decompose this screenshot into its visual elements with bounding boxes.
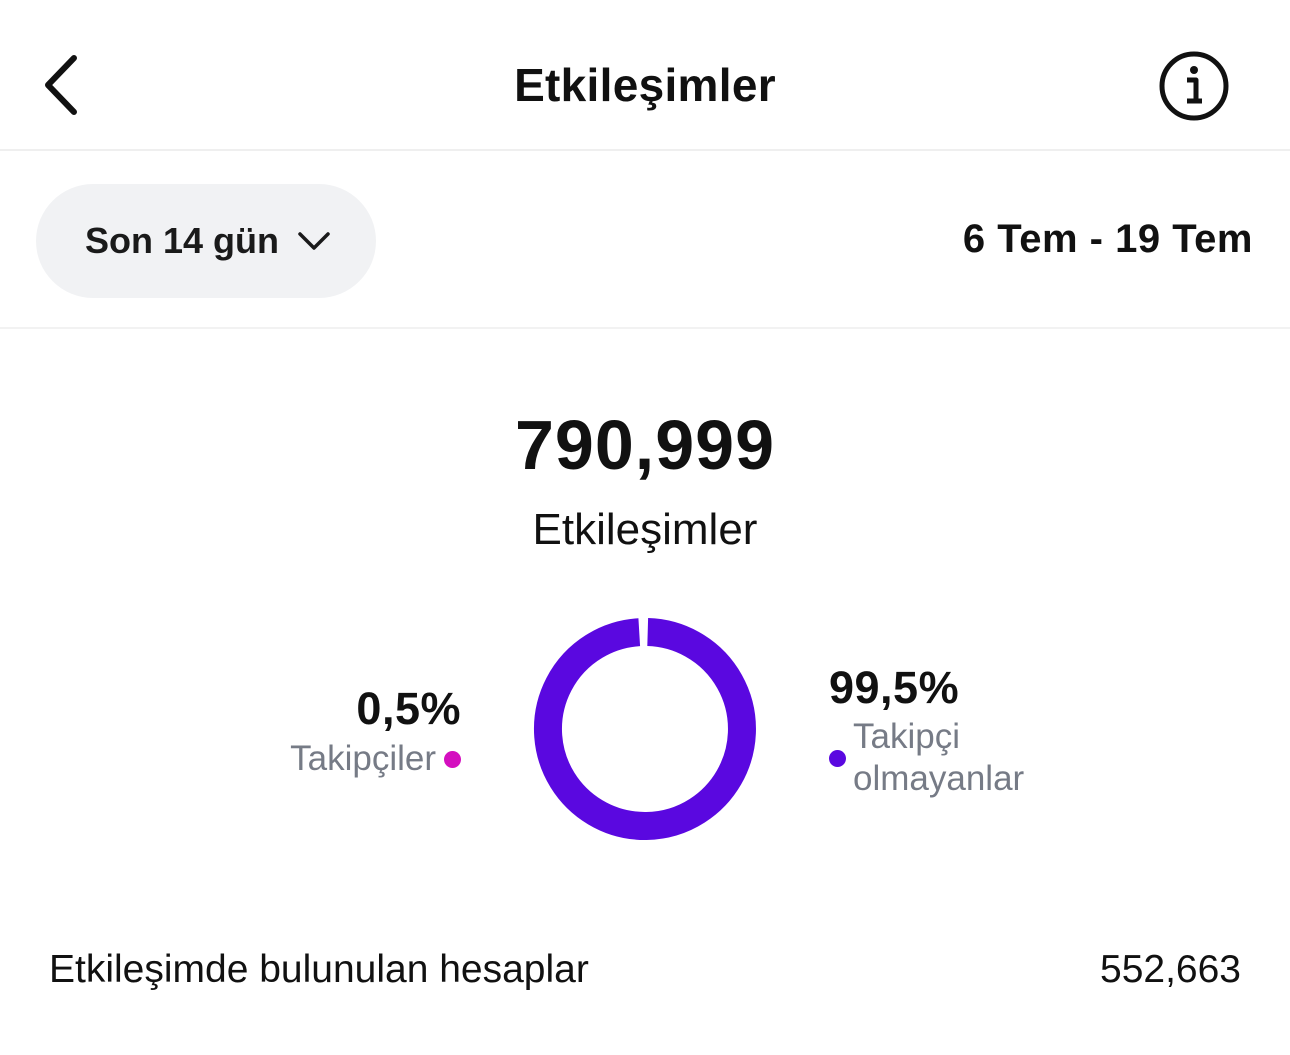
followers-label: Takipçiler bbox=[290, 739, 436, 778]
non-followers-color-dot bbox=[829, 750, 846, 767]
chevron-left-icon bbox=[45, 55, 77, 115]
legend-followers: 0,5% Takipçiler bbox=[290, 683, 461, 779]
total-interactions-value: 790,999 bbox=[514, 406, 776, 484]
non-followers-percent: 99,5% bbox=[829, 662, 960, 713]
stat-row-accounts-engaged: Etkileşimde bulunulan hesaplar 552,663 bbox=[49, 948, 1241, 992]
followers-donut-chart bbox=[533, 618, 756, 840]
stat-value: 552,663 bbox=[1100, 948, 1241, 991]
total-interactions-label: Etkileşimler bbox=[532, 505, 758, 554]
back-button[interactable] bbox=[30, 50, 90, 120]
date-range-text: 6 Tem - 19 Tem bbox=[962, 217, 1253, 261]
info-button[interactable] bbox=[1158, 50, 1230, 122]
non-followers-label-line2: olmayanlar bbox=[853, 759, 1025, 798]
non-followers-label-line1: Takipçi bbox=[853, 717, 960, 756]
date-range-dropdown[interactable]: Son 14 gün bbox=[36, 184, 376, 298]
filter-bar: Son 14 gün 6 Tem - 19 Tem bbox=[0, 151, 1290, 329]
info-icon bbox=[1159, 51, 1229, 121]
followers-color-dot bbox=[444, 750, 461, 768]
legend-non-followers: 99,5% Takipçi olmayanlar bbox=[829, 662, 1053, 800]
donut-segment-non-followers bbox=[533, 618, 756, 840]
date-range-dropdown-label: Son 14 gün bbox=[85, 220, 280, 261]
chevron-down-icon bbox=[297, 230, 331, 252]
non-followers-label: Takipçi olmayanlar bbox=[853, 716, 1053, 800]
page-title: Etkileşimler bbox=[514, 59, 776, 111]
stat-label: Etkileşimde bulunulan hesaplar bbox=[49, 948, 589, 991]
followers-percent: 0,5% bbox=[356, 683, 461, 734]
top-bar: Etkileşimler bbox=[0, 0, 1290, 151]
